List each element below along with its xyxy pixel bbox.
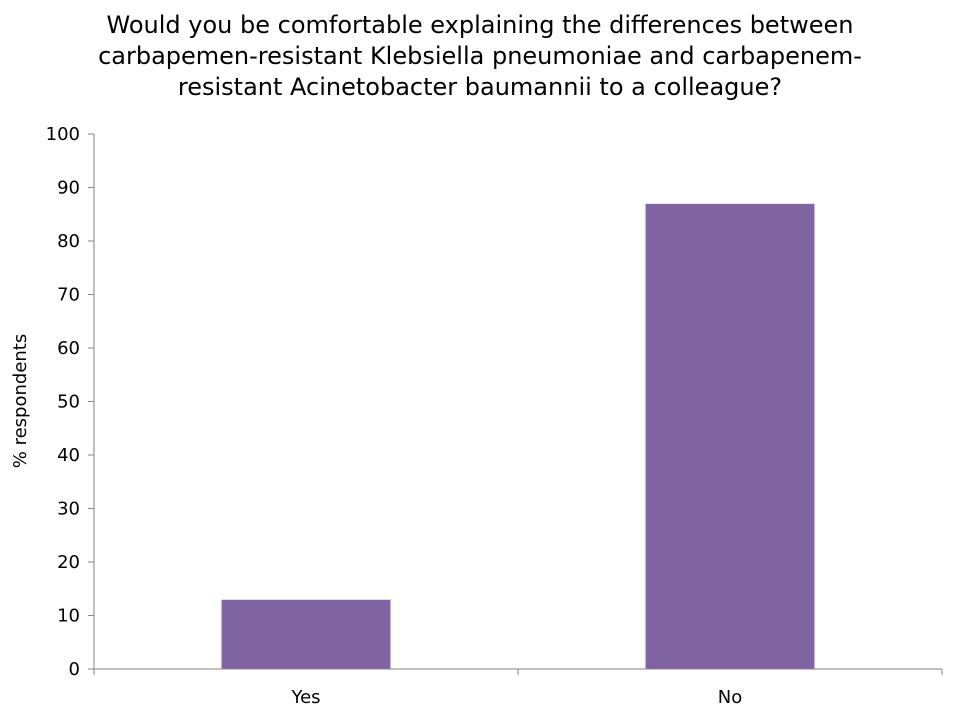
y-tick-label: 60	[57, 338, 80, 359]
y-tick-label: 80	[57, 231, 80, 252]
y-tick-label: 10	[57, 606, 80, 627]
chart-title: Would you be comfortable explaining the …	[98, 11, 862, 101]
bar-yes	[220, 598, 392, 670]
bar-no	[644, 203, 816, 670]
bars-group	[220, 203, 816, 670]
y-tick-label: 50	[57, 392, 80, 413]
y-axis-ticks: 0 10 20 30 40 50 60 70 80 90 100	[46, 124, 94, 680]
y-tick-label: 100	[46, 124, 80, 145]
y-tick-label: 0	[69, 659, 80, 680]
y-tick-label: 30	[57, 499, 80, 520]
y-tick-label: 40	[57, 445, 80, 466]
y-tick-label: 90	[57, 178, 80, 199]
y-axis-title: % respondents	[10, 334, 31, 468]
x-axis-ticks: Yes No	[93, 669, 943, 708]
y-tick-label: 20	[57, 552, 80, 573]
y-tick-label: 70	[57, 285, 80, 306]
x-category-label: Yes	[290, 687, 320, 708]
x-category-label: No	[718, 687, 742, 708]
